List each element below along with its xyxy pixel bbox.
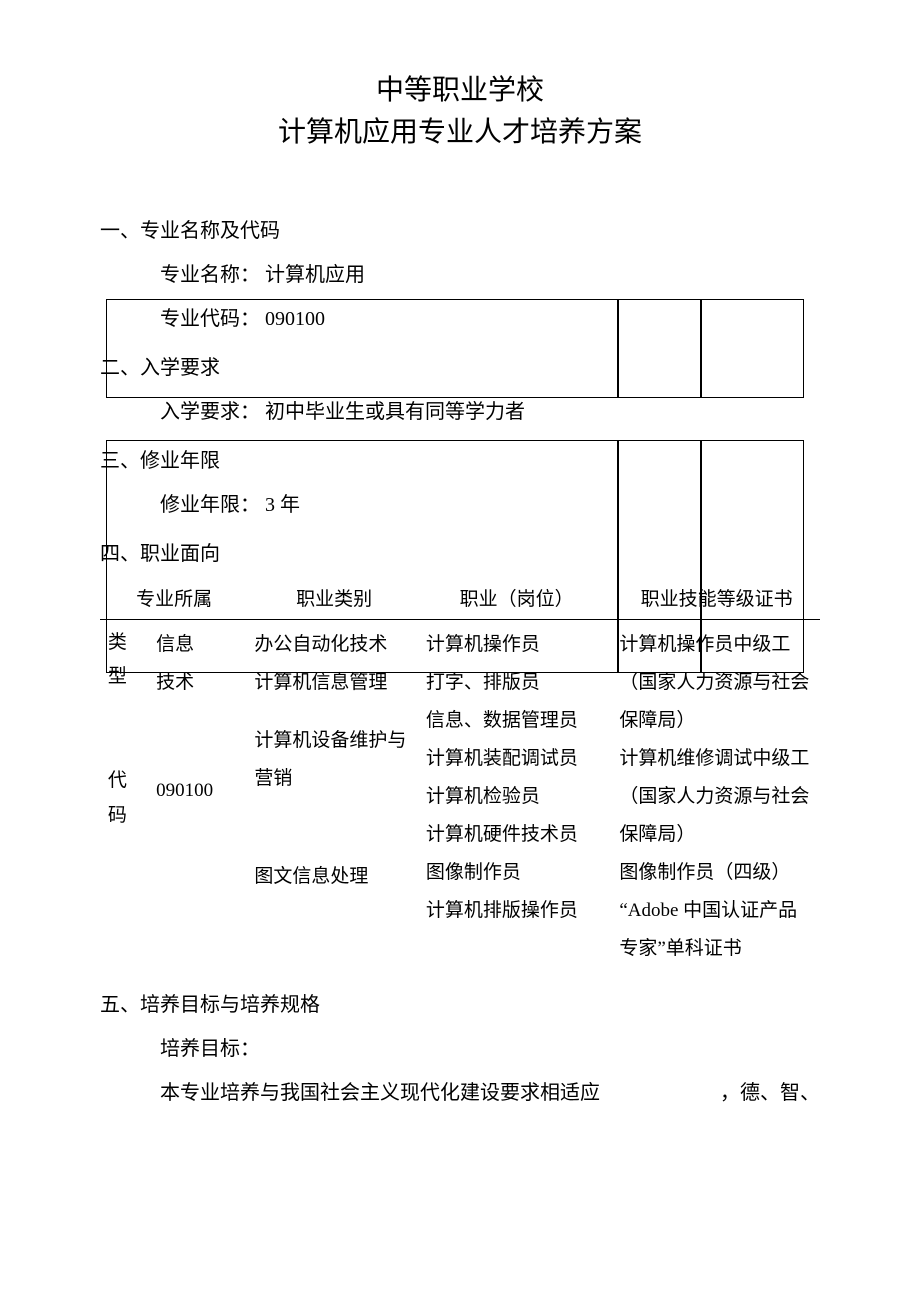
pos-line: 信息、数据管理员 [426,702,607,740]
pos-line: 计算机操作员 [426,626,607,664]
pos-line: 打字、排版员 [426,664,607,702]
type-value: 信息技术 [156,626,198,702]
career-table: 专业所属 职业类别 职业（岗位） 职业技能等级证书 类型 代码 信息技术 [100,576,820,974]
th-career-category: 职业类别 [248,576,419,620]
table-header-row: 专业所属 职业类别 职业（岗位） 职业技能等级证书 [100,576,820,620]
pos-line: 计算机装配调试员 [426,740,607,778]
pos-line: 计算机硬件技术员 [426,816,607,854]
code-value: 090100 [156,772,242,810]
col1-left: 类型 代码 [100,620,150,975]
col3: 计算机操作员 打字、排版员 信息、数据管理员 计算机装配调试员 计算机检验员 计… [420,620,613,975]
section-4-header: 四、职业面向 [100,537,820,566]
admission-value: 初中毕业生或具有同等学力者 [265,401,525,423]
th-major-belong: 专业所属 [100,576,248,620]
table-row: 类型 代码 信息技术 090100 办公自动化技术 计算机信息管理 [100,620,820,975]
major-code-label: 专业代码： [160,308,260,330]
section-2-header: 二、入学要求 [100,351,820,380]
duration-value: 3 年 [265,494,300,516]
col4: 计算机操作员中级工（国家人力资源与社会保障局） 计算机维修调试中级工（国家人力资… [613,620,820,975]
goal-body-left: 本专业培养与我国社会主义现代化建设要求相适应 [160,1071,600,1115]
th-career-position: 职业（岗位） [420,576,613,620]
goal-body-line: 本专业培养与我国社会主义现代化建设要求相适应 ，德、智、 [160,1071,820,1115]
col1-right: 信息技术 090100 [150,620,248,975]
duration-label: 修业年限： [160,494,260,516]
pos-line: 计算机排版操作员 [426,892,607,930]
cert-line: 图像制作员（四级） [619,854,814,892]
col2: 办公自动化技术 计算机信息管理 计算机设备维护与营销 图文信息处理 [248,620,419,975]
duration-row: 修业年限： 3 年 [160,483,820,527]
major-code-row: 专业代码： 090100 [160,297,820,341]
goal-body-right: ，德、智、 [720,1071,820,1115]
major-name-value: 计算机应用 [265,264,365,286]
title-line-1: 中等职业学校 [100,70,820,112]
document-page: 中等职业学校 计算机应用专业人才培养方案 一、专业名称及代码 专业名称： 计算机… [0,0,920,1175]
code-label: 代码 [106,764,129,832]
cert-line: “Adobe 中国认证产品专家”单科证书 [619,892,814,968]
title-line-2: 计算机应用专业人才培养方案 [100,112,820,154]
goal-label: 培养目标： [160,1027,820,1071]
cat-line: 计算机信息管理 [254,664,413,702]
section-3-header: 三、修业年限 [100,444,820,473]
cert-line: 计算机操作员中级工（国家人力资源与社会保障局） [619,626,814,740]
type-label: 类型 [106,626,129,694]
th-career-cert: 职业技能等级证书 [613,576,820,620]
pos-line: 计算机检验员 [426,778,607,816]
admission-row: 入学要求： 初中毕业生或具有同等学力者 [160,390,820,434]
cat-line: 图文信息处理 [254,858,413,896]
document-title: 中等职业学校 计算机应用专业人才培养方案 [100,70,820,154]
cat-line: 计算机设备维护与营销 [254,722,413,798]
section-5-header: 五、培养目标与培养规格 [100,988,820,1017]
cat-line: 办公自动化技术 [254,626,413,664]
pos-line: 图像制作员 [426,854,607,892]
major-code-value: 090100 [265,308,325,330]
section-1-header: 一、专业名称及代码 [100,214,820,243]
cert-line: 计算机维修调试中级工（国家人力资源与社会保障局） [619,740,814,854]
admission-label: 入学要求： [160,401,260,423]
major-name-label: 专业名称： [160,264,260,286]
major-name-row: 专业名称： 计算机应用 [160,253,820,297]
